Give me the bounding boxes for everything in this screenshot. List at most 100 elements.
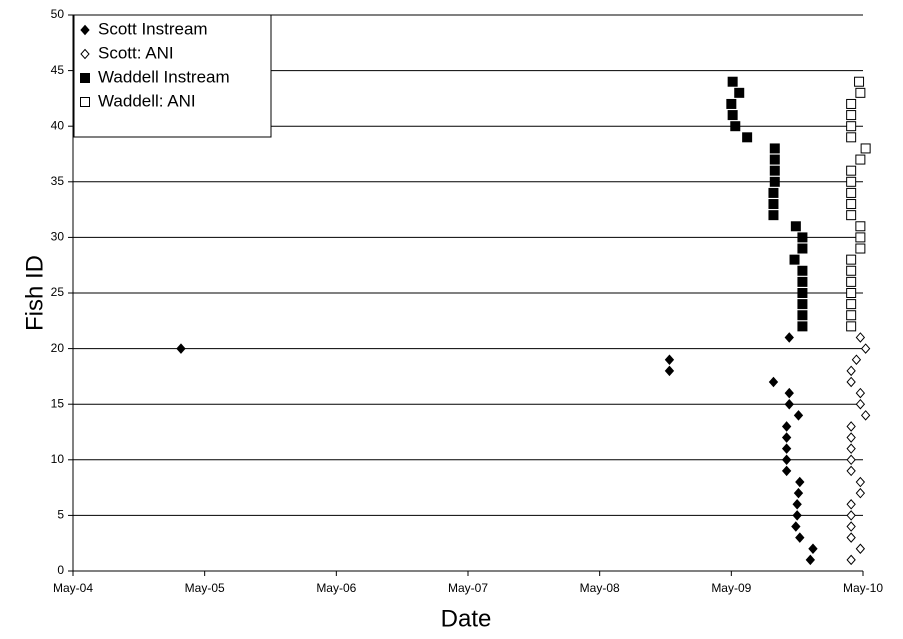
series [176, 332, 818, 566]
point [846, 265, 857, 276]
y-tick-label: 15 [51, 396, 65, 410]
series [846, 76, 871, 332]
point [792, 499, 802, 510]
point [846, 110, 857, 121]
y-tick-label: 40 [51, 118, 65, 132]
y-tick-label: 25 [51, 285, 65, 299]
point [781, 454, 792, 466]
point [790, 221, 801, 232]
y-tick-label: 45 [51, 63, 65, 77]
point [846, 310, 857, 321]
y-tick-label: 35 [51, 174, 65, 188]
y-tick-label: 20 [51, 341, 65, 355]
point [846, 254, 857, 265]
point [727, 76, 738, 87]
point [846, 276, 857, 287]
point [781, 421, 792, 432]
point [784, 387, 794, 399]
point [854, 76, 865, 87]
point [846, 376, 856, 388]
x-tick-label: May-10 [843, 581, 883, 595]
point [795, 476, 805, 488]
point [855, 543, 866, 555]
y-tick-label: 50 [51, 7, 65, 21]
x-tick-label: May-07 [448, 581, 488, 595]
point [727, 110, 738, 121]
point [664, 365, 675, 377]
series [726, 76, 808, 332]
point [846, 499, 856, 510]
legend-box [73, 14, 272, 138]
point [769, 165, 780, 176]
legend-marker [80, 24, 90, 36]
legend-marker [80, 73, 90, 83]
point [791, 521, 801, 532]
point [734, 87, 745, 98]
point [805, 554, 816, 566]
point [797, 232, 808, 243]
point [789, 254, 800, 265]
point [855, 476, 866, 488]
point [781, 432, 792, 443]
point [768, 187, 779, 198]
point [846, 365, 856, 377]
point [860, 410, 871, 421]
point [855, 232, 866, 243]
point [797, 276, 808, 287]
point [855, 487, 866, 499]
x-tick-label: May-05 [185, 581, 225, 595]
x-axis-title: Date [441, 605, 492, 632]
point [846, 288, 857, 298]
point [781, 465, 792, 477]
point [855, 243, 866, 254]
point [860, 343, 871, 354]
point [781, 443, 792, 454]
point [846, 465, 856, 477]
point [768, 210, 779, 221]
point [769, 143, 780, 154]
point [846, 210, 857, 221]
point [846, 187, 857, 198]
point [846, 521, 856, 532]
legend-marker [80, 97, 90, 107]
legend-text: Waddell: ANI [98, 91, 196, 110]
point [846, 432, 856, 443]
point [793, 410, 804, 421]
legend: Scott Instream Scott: ANI Waddell Instream… [73, 14, 272, 138]
point [860, 143, 871, 154]
y-axis-title: Fish ID [21, 255, 48, 331]
point [808, 543, 818, 555]
point [769, 154, 780, 165]
point [784, 398, 794, 410]
point [846, 299, 857, 310]
legend-text: Scott: ANI [98, 43, 174, 62]
point [855, 221, 866, 232]
point [797, 288, 808, 298]
point [797, 243, 808, 254]
point [784, 332, 794, 343]
point [855, 398, 866, 410]
point [846, 421, 856, 432]
point [846, 510, 856, 521]
point [768, 376, 779, 388]
x-tick-label: May-06 [316, 581, 356, 595]
point [664, 354, 675, 365]
point [855, 332, 866, 343]
y-tick-label: 5 [57, 508, 64, 522]
point [797, 299, 808, 310]
point [846, 176, 857, 187]
x-tick-label: May-08 [580, 581, 620, 595]
point [726, 98, 737, 109]
point [846, 532, 856, 543]
point [797, 310, 808, 321]
point [730, 121, 741, 132]
point [769, 176, 780, 187]
point [851, 354, 862, 365]
legend-marker [80, 48, 90, 60]
y-tick-label: 10 [51, 452, 65, 466]
point [797, 265, 808, 276]
point [855, 87, 866, 98]
legend-text: Waddell Instream [98, 67, 230, 86]
point [846, 121, 857, 132]
series [846, 332, 871, 566]
